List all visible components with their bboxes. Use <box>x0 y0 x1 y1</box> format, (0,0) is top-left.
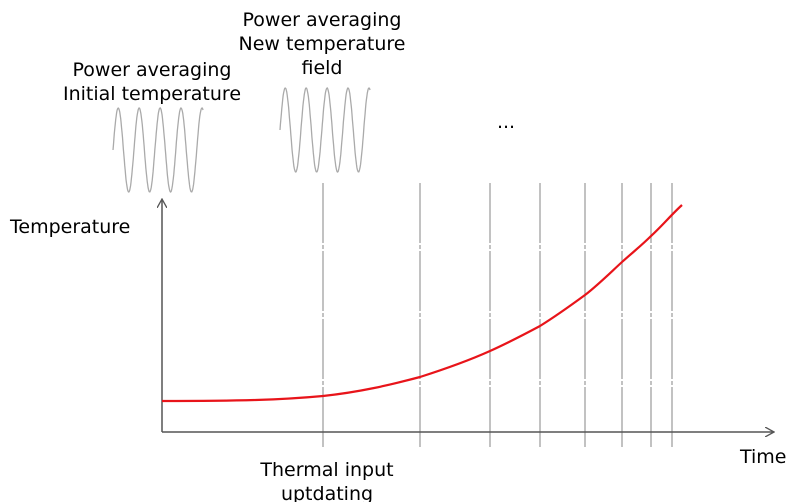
initial-label-2: Initial temperature <box>63 83 241 105</box>
bottom-label-1: Thermal input <box>259 459 393 481</box>
x-axis-label: Time <box>739 446 787 468</box>
ellipsis: ... <box>497 111 515 133</box>
update-lines <box>322 183 673 447</box>
initial-label-1: Power averaging <box>73 59 232 81</box>
bottom-label-2: uptdating <box>281 483 373 502</box>
waves <box>112 87 371 193</box>
new-label-1: Power averaging <box>243 9 402 31</box>
new-label-2: New temperature <box>239 33 406 55</box>
new-label-3: field <box>302 57 343 79</box>
sine-wave <box>279 87 371 173</box>
temperature-curve <box>161 204 683 403</box>
y-axis-label: Temperature <box>9 216 130 238</box>
sine-wave <box>112 107 204 193</box>
